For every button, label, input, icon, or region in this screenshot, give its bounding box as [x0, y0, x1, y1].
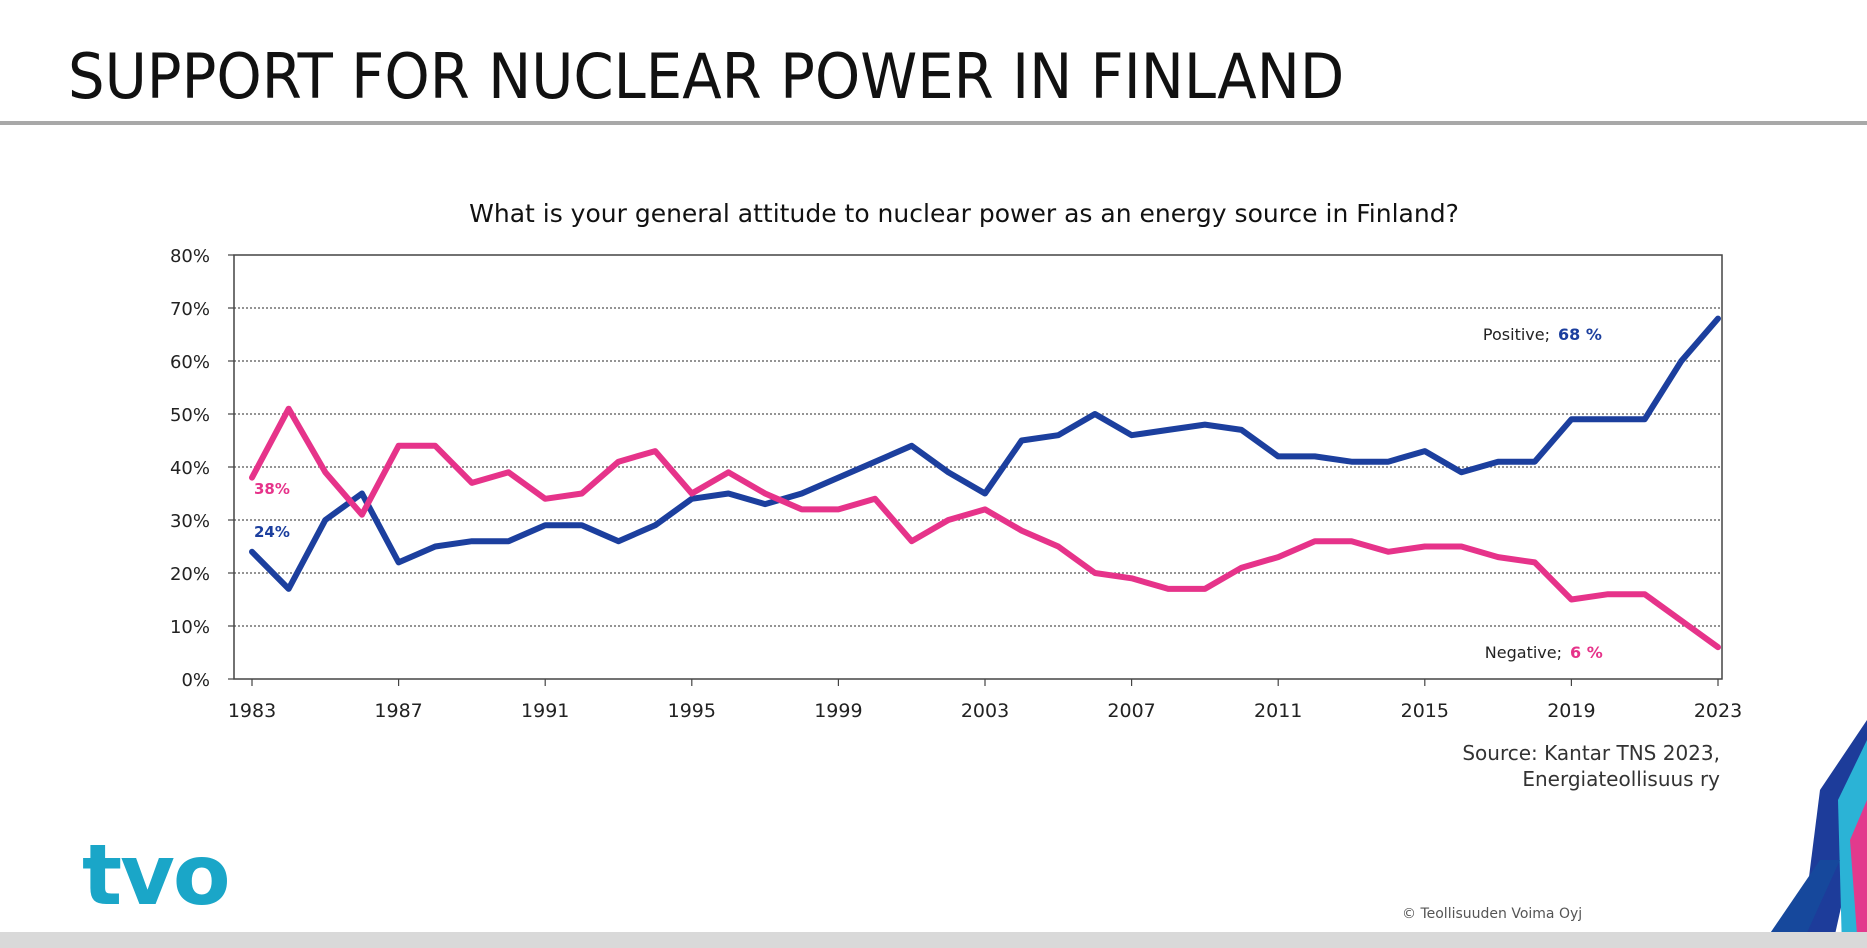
y-tick-label: 60% — [170, 352, 210, 373]
chart-title: What is your general attitude to nuclear… — [469, 199, 1459, 228]
y-tick-label: 30% — [170, 511, 210, 532]
copyright-text: © Teollisuuden Voima Oyj — [1402, 906, 1583, 922]
y-tick-label: 20% — [170, 564, 210, 585]
y-tick-label: 10% — [170, 617, 210, 638]
positive-start-label: 24% — [254, 523, 290, 541]
chart-series — [249, 315, 1721, 651]
x-tick-label: 2007 — [1107, 700, 1155, 722]
negative-start-label: 38% — [254, 480, 290, 498]
chart-gridlines — [234, 307, 1722, 627]
plot-area-frame — [233, 254, 1723, 680]
chart-annotations: Positive; 68 % Negative; 6 % 24% 38% — [254, 325, 1603, 662]
slide-title: SUPPORT FOR NUCLEAR POWER IN FINLAND — [68, 40, 1345, 113]
tvo-logo: tvo — [82, 826, 231, 924]
source-line-2: Energiateollisuus ry — [1522, 767, 1720, 791]
source-note: Source: Kantar TNS 2023, Energiateollisu… — [1380, 740, 1720, 792]
x-tick-label: 1983 — [228, 700, 276, 722]
x-axis-tick-labels: 1983 1987 1991 1995 1999 2003 2007 2011 2015 2019… — [228, 679, 1742, 722]
x-tick-label: 1991 — [521, 700, 569, 722]
y-tick-label: 0% — [181, 670, 210, 691]
y-tick-label: 40% — [170, 458, 210, 479]
title-divider — [0, 121, 1867, 125]
x-tick-label: 2015 — [1401, 700, 1449, 722]
x-tick-label: 2003 — [961, 700, 1009, 722]
x-tick-label: 1999 — [814, 700, 862, 722]
positive-end-value: 68 % — [1558, 325, 1602, 344]
negative-end-value: 6 % — [1570, 643, 1603, 662]
y-tick-label: 80% — [170, 246, 210, 267]
x-tick-label: 1995 — [668, 700, 716, 722]
x-tick-label: 2011 — [1254, 700, 1302, 722]
series-line-positive — [249, 315, 1721, 592]
y-tick-label: 70% — [170, 299, 210, 320]
positive-end-label: Positive; — [1483, 325, 1550, 344]
source-line-1: Source: Kantar TNS 2023, — [1462, 741, 1720, 765]
x-tick-label: 1987 — [374, 700, 422, 722]
x-tick-label: 2023 — [1694, 700, 1742, 722]
y-axis-tick-labels: 80% 70% 60% 50% 40% 30% 20% 10% 0% — [170, 246, 234, 691]
y-tick-label: 50% — [170, 405, 210, 426]
series-line-negative — [249, 405, 1721, 651]
negative-end-label: Negative; — [1485, 643, 1562, 662]
bottom-bar — [0, 932, 1867, 948]
x-tick-label: 2019 — [1547, 700, 1595, 722]
